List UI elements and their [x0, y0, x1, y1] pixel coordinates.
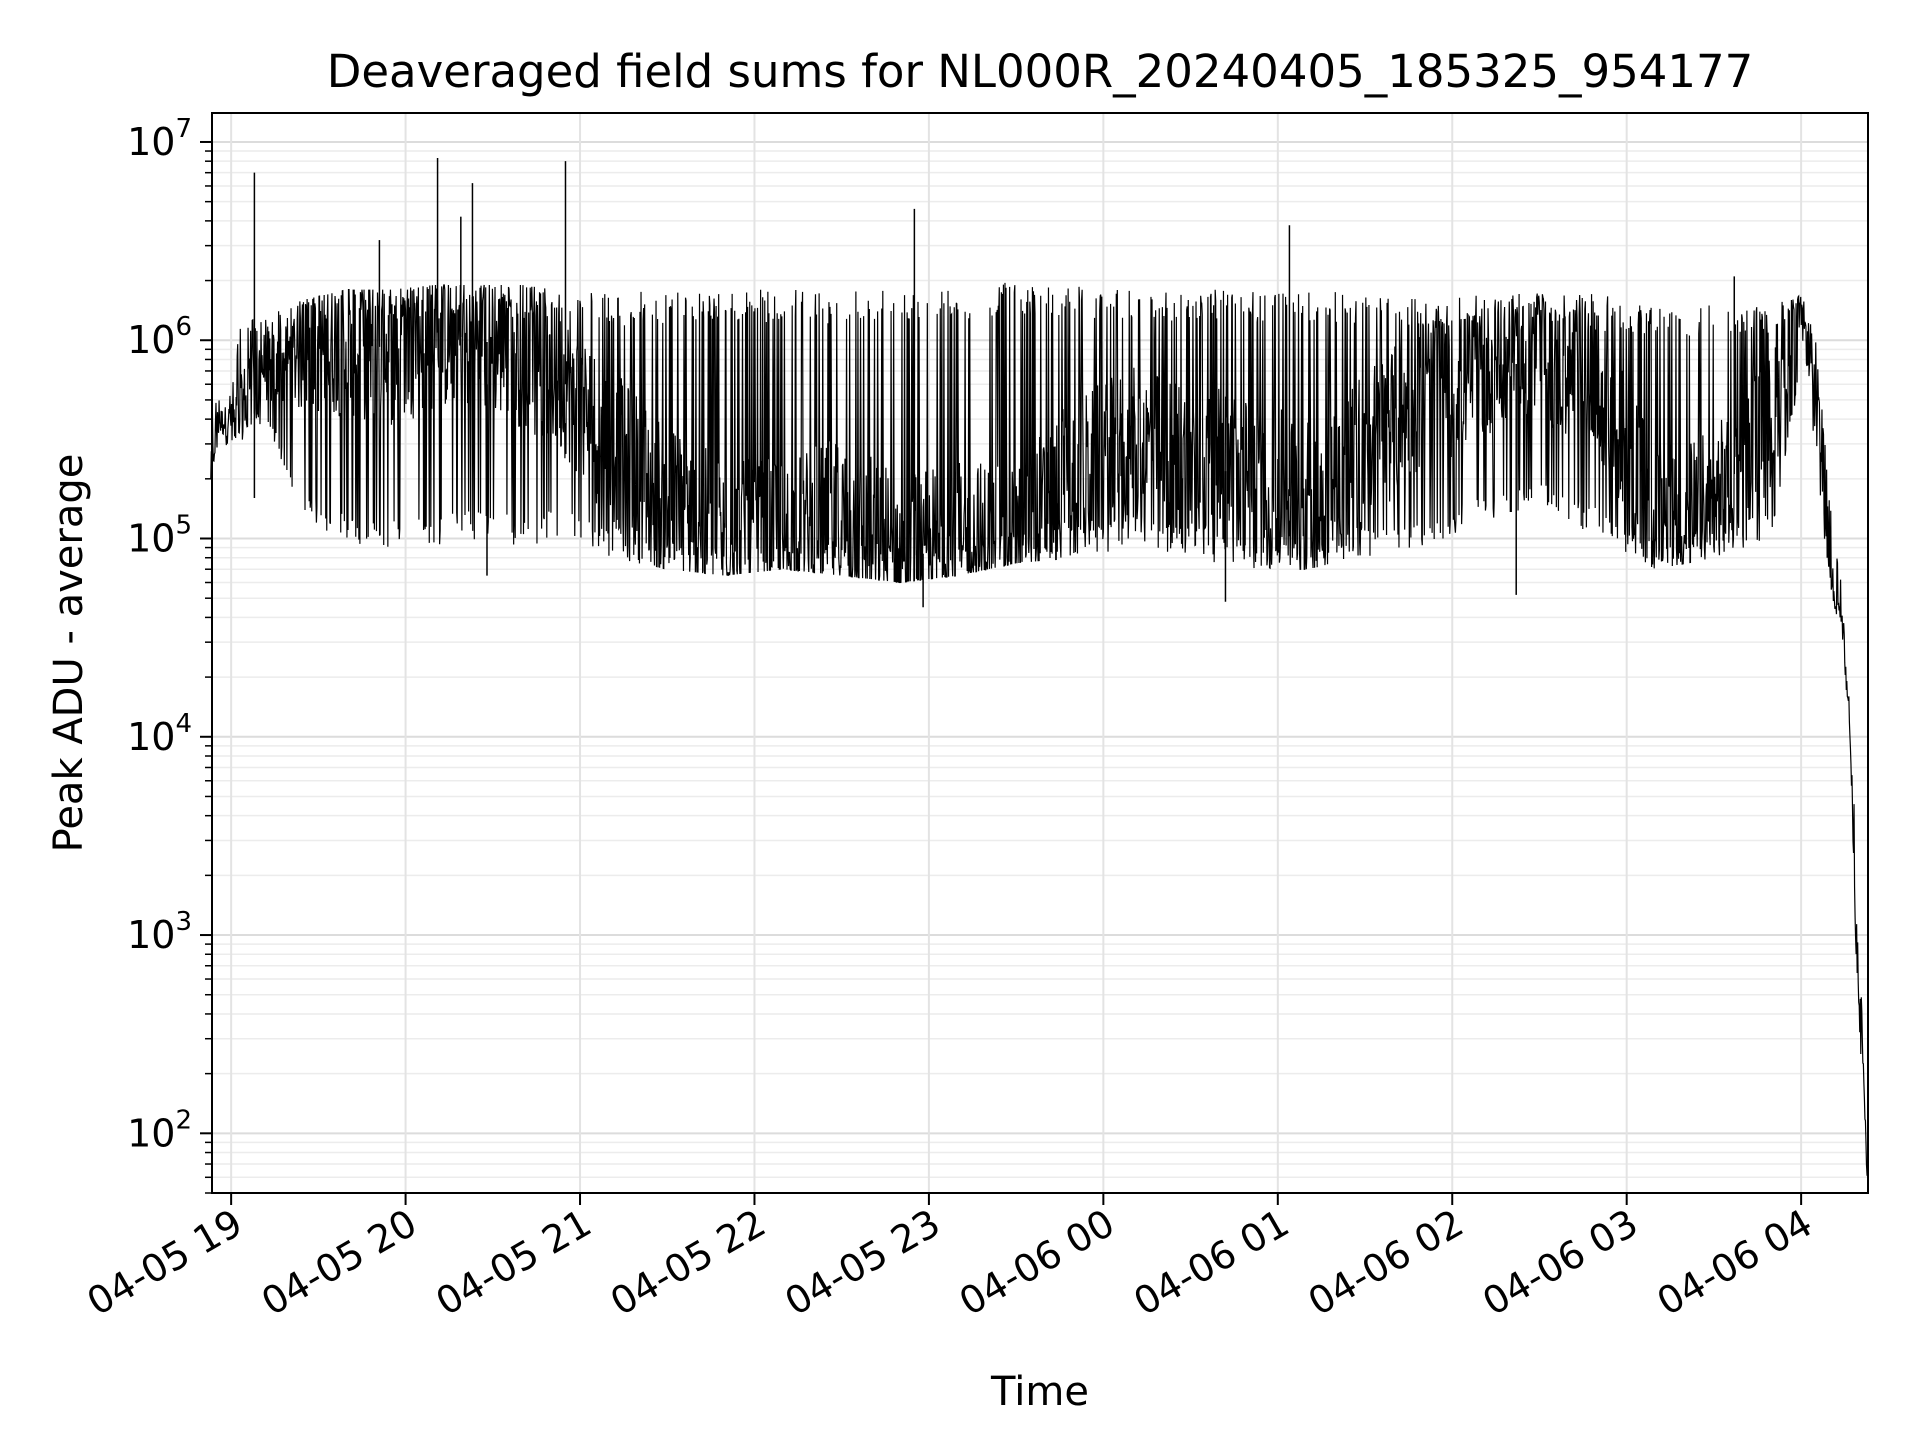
y-tick-label: 104: [127, 709, 192, 759]
y-tick-label: 106: [127, 312, 192, 362]
chart-title: Deaveraged field sums for NL000R_2024040…: [327, 45, 1754, 98]
y-tick-label: 102: [127, 1105, 192, 1155]
plot-frame: [211, 112, 1869, 1194]
plot-area: [212, 113, 1868, 1193]
y-tick-label: 107: [127, 114, 192, 164]
series-peak-adu: [210, 158, 1869, 1177]
x-axis-label: Time: [990, 1369, 1089, 1415]
y-tick-label: 105: [127, 511, 192, 561]
y-tick-label: 103: [127, 907, 192, 957]
y-axis-label: Peak ADU - average: [46, 454, 92, 853]
y-axis: 102 103 104 105 106 107: [127, 114, 212, 1194]
